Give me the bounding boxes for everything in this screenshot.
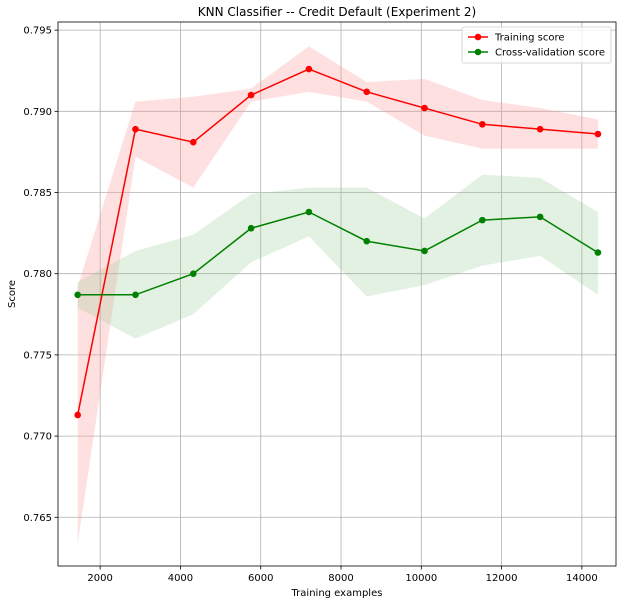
- series-1-point: [363, 237, 371, 245]
- series-0-point: [536, 125, 544, 133]
- series-1-line: [77, 211, 599, 296]
- legend: Training score Cross-validation score: [461, 26, 612, 64]
- series-1-point: [305, 208, 313, 216]
- series-0-point: [189, 138, 197, 146]
- y-axis-label: Score: [7, 280, 18, 308]
- series-0-point: [479, 121, 486, 128]
- y-tick-label: 0.765: [23, 513, 52, 524]
- series-markers: [74, 65, 602, 419]
- axis-ticks: 2000 4000 6000 8000 10000 12000 14000 0.765 0.77…: [23, 26, 597, 584]
- x-tick-label: 6000: [248, 573, 273, 584]
- plot-frame: [57, 21, 617, 567]
- series-1-point: [74, 291, 81, 299]
- y-tick-label: 0.780: [23, 269, 52, 280]
- series-0-point: [74, 411, 81, 419]
- series-0-point: [305, 65, 313, 73]
- confidence-bands: [77, 46, 598, 544]
- y-tick-label: 0.785: [23, 188, 52, 199]
- x-tick-label: 12000: [486, 573, 518, 584]
- y-tick-label: 0.775: [23, 350, 52, 361]
- series-1-point: [189, 270, 197, 278]
- series-0-point: [247, 91, 255, 99]
- series-1-point: [132, 291, 139, 299]
- legend-marker-1: [474, 48, 482, 56]
- series-0-point: [421, 104, 428, 112]
- series-lines: [76, 68, 599, 416]
- x-tick-label: 10000: [405, 573, 437, 584]
- series-0-point: [132, 125, 139, 133]
- legend-label-1: Cross-validation score: [495, 48, 605, 59]
- x-axis-label: Training examples: [291, 588, 383, 599]
- series-0-point: [363, 88, 371, 96]
- y-tick-label: 0.795: [23, 26, 52, 37]
- x-tick-label: 2000: [87, 573, 112, 584]
- series-0-line: [76, 68, 599, 416]
- chart-title: KNN Classifier -- Credit Default (Experi…: [198, 5, 476, 19]
- series-1-band: [77, 174, 598, 339]
- series-1-point: [594, 249, 602, 256]
- legend-box: [461, 26, 612, 64]
- series-1-point: [421, 247, 428, 255]
- x-tick-label: 4000: [168, 573, 193, 584]
- series-1-point: [247, 224, 255, 232]
- series-1-point: [479, 216, 486, 224]
- y-tick-label: 0.790: [23, 107, 52, 118]
- series-0-point: [594, 130, 602, 138]
- x-tick-label: 8000: [328, 573, 353, 584]
- x-tick-label: 14000: [566, 573, 598, 584]
- y-tick-label: 0.770: [23, 432, 52, 443]
- legend-marker-0: [474, 33, 482, 41]
- series-1-point: [536, 213, 544, 221]
- legend-label-0: Training score: [494, 33, 565, 44]
- grid: [58, 22, 616, 566]
